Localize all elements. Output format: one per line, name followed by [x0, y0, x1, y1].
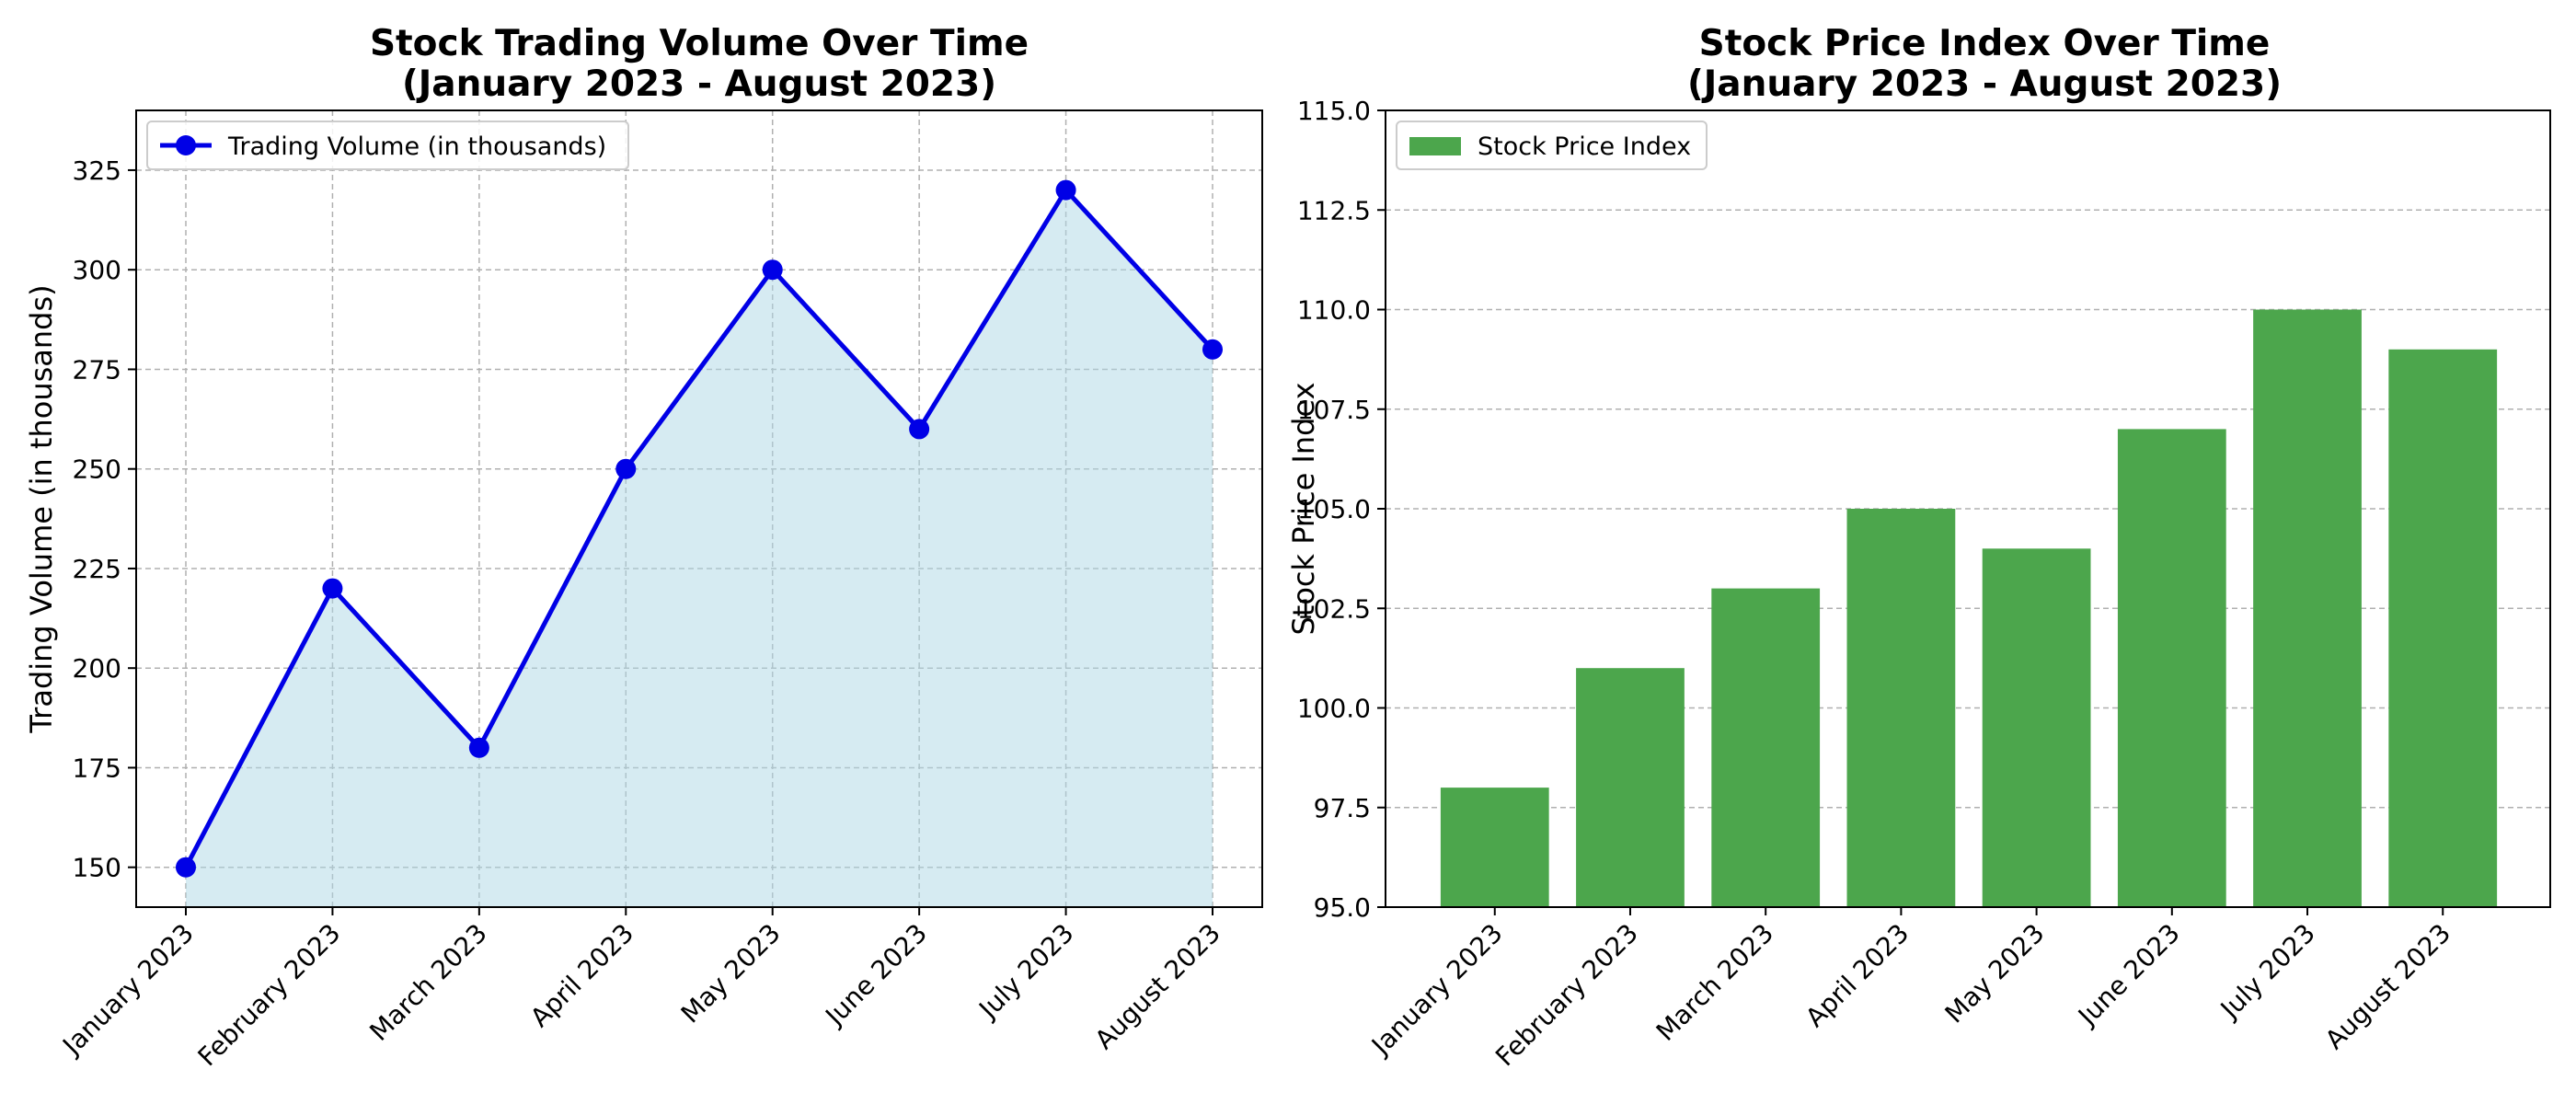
y-axis-label: Stock Price Index	[1286, 382, 1321, 635]
area-fill	[186, 190, 1213, 908]
y-tick-label: 325	[73, 155, 121, 186]
x-tick-label: April 2023	[1800, 918, 1915, 1033]
y-tick-label: 250	[73, 454, 121, 485]
chart-title-line: (January 2023 - August 2023)	[1687, 63, 2282, 105]
y-tick-label: 112.5	[1297, 195, 1371, 225]
x-tick-label: August 2023	[1089, 918, 1226, 1055]
y-tick-label: 300	[73, 255, 121, 285]
price-index-chart: Stock Price Index Over Time (January 2023…	[1286, 23, 2551, 1073]
y-tick-label: 100.0	[1297, 694, 1371, 724]
x-tick-label: February 2023	[1489, 918, 1644, 1073]
bar-1	[1576, 668, 1685, 907]
axes-frame	[135, 109, 1263, 908]
legend: Trading Volume (in thousands)	[146, 121, 629, 170]
x-tick-label: March 2023	[363, 918, 492, 1047]
legend-label: Stock Price Index	[1478, 132, 1691, 161]
x-tick-label: July 2023	[972, 918, 1079, 1026]
y-tick-label: 115.0	[1297, 96, 1371, 126]
data-point-7	[1202, 339, 1223, 360]
y-tick-label: 102.5	[1297, 593, 1371, 624]
data-point-1	[322, 578, 343, 599]
data-point-5	[909, 419, 930, 440]
x-tick-label: January 2023	[55, 918, 199, 1062]
chart-title: Stock Price Index Over Time (January 2023…	[1687, 23, 2282, 105]
data-point-6	[1055, 179, 1076, 201]
legend-box	[146, 121, 629, 170]
y-tick-label: 110.0	[1297, 295, 1371, 326]
bar-2	[1711, 588, 1821, 907]
x-tick-label: May 2023	[1939, 918, 2051, 1029]
data-point-4	[762, 259, 783, 281]
legend-marker-swatch	[176, 135, 196, 155]
x-tick-label: August 2023	[2319, 918, 2456, 1055]
data-point-2	[468, 737, 489, 758]
x-tick-label: February 2023	[192, 918, 347, 1073]
bar-0	[1440, 788, 1549, 907]
bar-6	[2253, 309, 2362, 907]
y-tick-label: 175	[73, 753, 121, 783]
chart-title: Stock Trading Volume Over Time (January 2…	[370, 23, 1029, 105]
legend: Stock Price Index	[1396, 121, 1708, 170]
data-point-3	[615, 458, 637, 479]
data-point-0	[176, 857, 196, 878]
bar-4	[1982, 548, 2091, 907]
x-tick-label: April 2023	[524, 918, 639, 1033]
chart-title-line: Stock Price Index Over Time	[1699, 23, 2271, 64]
y-tick-label: 200	[73, 653, 121, 684]
legend-bar-swatch	[1409, 137, 1461, 155]
x-tick-label: May 2023	[675, 918, 787, 1029]
y-tick-label: 107.5	[1297, 395, 1371, 425]
x-tick-label: January 2023	[1364, 918, 1508, 1062]
chart-title-line: (January 2023 - August 2023)	[402, 63, 996, 105]
legend-label: Trading Volume (in thousands)	[227, 132, 606, 161]
series-line	[183, 188, 1214, 868]
x-tick-label: March 2023	[1650, 918, 1779, 1047]
y-tick-label: 95.0	[1314, 892, 1371, 923]
legend-box	[1396, 121, 1708, 170]
x-tick-label: June 2023	[819, 918, 934, 1033]
y-tick-label: 275	[73, 354, 121, 385]
x-tick-label: June 2023	[2071, 918, 2186, 1033]
x-tick-label: July 2023	[2214, 918, 2321, 1026]
y-axis-label: Trading Volume (in thousands)	[24, 284, 59, 733]
y-tick-label: 105.0	[1297, 494, 1371, 524]
bar-5	[2117, 429, 2226, 907]
volume-chart: Stock Trading Volume Over Time (January 2…	[24, 23, 1263, 1073]
bar-3	[1846, 509, 1956, 907]
bar-7	[2388, 349, 2498, 907]
chart-title-line: Stock Trading Volume Over Time	[370, 23, 1029, 64]
y-tick-label: 150	[73, 853, 121, 883]
y-tick-label: 225	[73, 554, 121, 584]
y-tick-label: 97.5	[1314, 793, 1371, 823]
